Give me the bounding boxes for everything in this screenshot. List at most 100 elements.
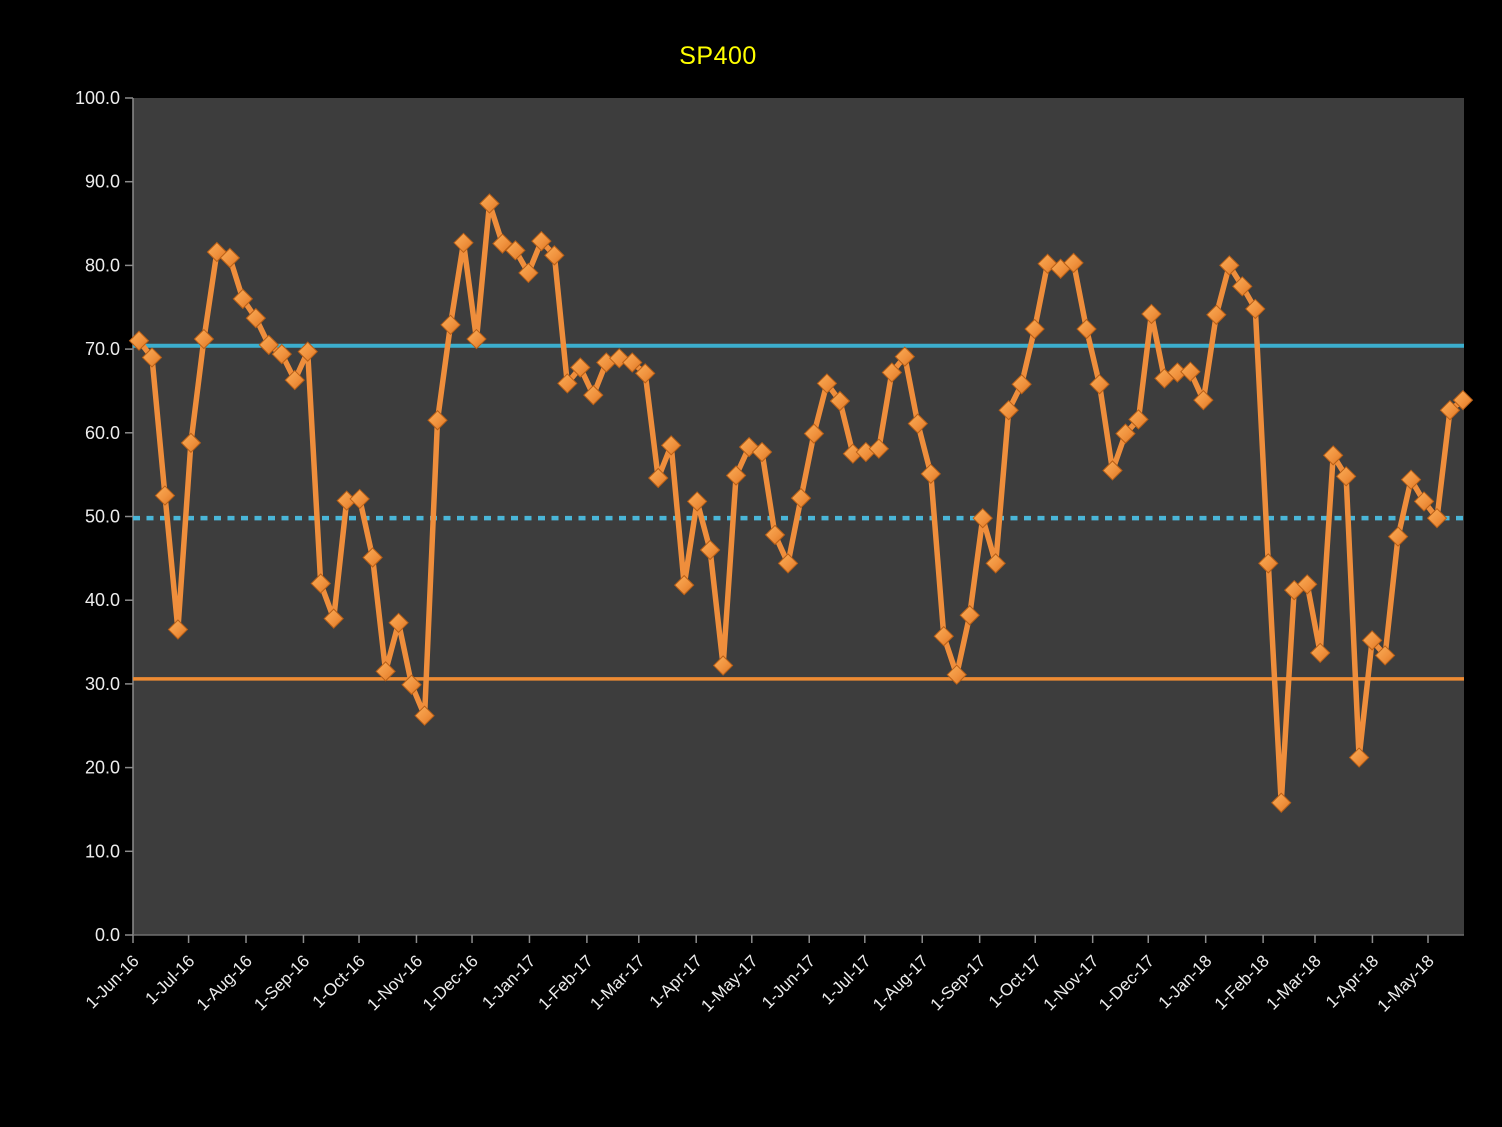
y-axis-tick-label: 50.0: [85, 507, 120, 527]
data-point-marker: [284, 369, 305, 391]
data-point-marker: [920, 463, 941, 485]
x-axis-tick-label: 1-Feb-18: [1211, 951, 1273, 1013]
data-point-marker: [803, 423, 825, 444]
x-axis-tick-label: 1-Jan-17: [478, 951, 539, 1012]
data-point-marker: [362, 547, 383, 568]
x-axis-tick-label: 1-Jul-17: [818, 951, 875, 1008]
x-axis-tick-label: 1-Jul-16: [142, 951, 199, 1008]
y-axis-tick-label: 70.0: [85, 339, 120, 359]
data-point-marker: [1387, 526, 1409, 547]
data-point-marker: [1115, 423, 1136, 444]
y-axis-tick-label: 90.0: [85, 172, 120, 192]
data-point-marker: [518, 262, 539, 284]
x-axis-tick-label: 1-Dec-16: [419, 951, 482, 1014]
data-point-marker: [790, 487, 812, 509]
chart-title: SP400: [679, 42, 757, 70]
x-axis-tick-label: 1-Aug-16: [193, 951, 256, 1014]
data-point-marker: [751, 441, 773, 463]
data-point-marker: [180, 432, 202, 454]
data-point-marker: [1089, 374, 1110, 395]
data-point-marker: [1439, 399, 1461, 421]
data-point-marker: [297, 341, 318, 362]
x-axis-tick-label: 1-Dec-17: [1095, 951, 1158, 1014]
x-axis-tick-label: 1-Aug-17: [869, 951, 932, 1014]
data-point-marker: [881, 362, 903, 383]
data-point-marker: [1413, 491, 1435, 512]
y-axis-tick-label: 10.0: [85, 841, 120, 861]
data-point-marker: [167, 619, 189, 640]
data-point-marker: [401, 674, 422, 695]
data-point-marker: [141, 347, 163, 368]
data-point-marker: [1219, 255, 1240, 276]
data-point-marker: [310, 573, 331, 594]
data-point-marker: [323, 608, 344, 629]
data-point-marker: [972, 507, 993, 529]
x-axis-tick-label: 1-May-18: [1374, 951, 1438, 1015]
x-axis-tick-label: 1-May-17: [697, 951, 761, 1015]
data-point-marker: [1296, 574, 1318, 595]
data-point-marker: [777, 553, 799, 574]
data-point-marker: [544, 245, 565, 266]
data-point-marker: [686, 491, 708, 512]
data-point-marker: [1206, 304, 1227, 325]
data-point-marker: [505, 240, 526, 261]
y-axis-tick-label: 30.0: [85, 674, 120, 694]
data-point-marker: [349, 488, 370, 510]
data-point-marker: [1063, 252, 1084, 274]
data-point-marker: [531, 230, 552, 252]
data-point-marker: [660, 435, 682, 456]
data-point-marker: [479, 193, 500, 214]
data-point-marker: [466, 328, 487, 350]
y-axis-tick-label: 100.0: [75, 88, 120, 108]
data-point-marker: [1193, 389, 1214, 411]
data-point-marker: [1128, 409, 1149, 430]
data-point-marker: [193, 328, 215, 350]
data-point-marker: [1024, 318, 1045, 340]
data-point-marker: [414, 705, 435, 726]
data-point-marker: [959, 605, 980, 626]
data-point-marker: [764, 524, 786, 546]
x-axis-tick-label: 1-Jun-17: [758, 951, 819, 1012]
data-point-marker: [816, 373, 838, 394]
data-point-marker: [725, 465, 747, 486]
data-point-marker: [985, 553, 1006, 574]
data-point-marker: [557, 373, 578, 394]
data-point-marker: [232, 288, 254, 310]
x-axis-tick-label: 1-Mar-17: [586, 951, 648, 1013]
y-axis-tick-label: 80.0: [85, 255, 120, 275]
data-point-marker: [635, 363, 656, 384]
data-point-marker: [1426, 507, 1448, 529]
data-point-marker: [1271, 792, 1292, 813]
data-point-marker: [1374, 645, 1396, 666]
data-point-marker: [998, 399, 1019, 421]
data-point-marker: [375, 661, 396, 682]
data-point-marker: [388, 612, 409, 634]
data-point-marker: [1361, 630, 1383, 651]
data-point-marker: [946, 664, 967, 685]
x-axis-tick-label: 1-Nov-17: [1040, 951, 1103, 1014]
data-point-marker: [1322, 445, 1344, 466]
data-point-marker: [570, 357, 591, 378]
data-point-marker: [154, 485, 176, 506]
data-point-marker: [583, 384, 604, 406]
x-axis-tick-label: 1-Jan-18: [1155, 951, 1216, 1012]
data-point-marker: [219, 247, 241, 269]
data-point-marker: [1348, 747, 1370, 768]
y-axis-tick-label: 40.0: [85, 590, 120, 610]
data-point-marker: [622, 352, 643, 373]
x-axis-tick-label: 1-Oct-16: [309, 951, 369, 1011]
data-point-marker: [245, 307, 267, 329]
data-point-marker: [1141, 303, 1162, 325]
data-point-marker: [712, 655, 734, 676]
x-axis-tick-label: 1-Oct-17: [985, 951, 1045, 1011]
data-point-marker: [907, 413, 929, 434]
x-axis-tick-label: 1-Sep-16: [250, 951, 313, 1014]
data-point-marker: [1245, 298, 1266, 320]
data-point-marker: [271, 343, 292, 365]
data-point-marker: [453, 232, 474, 254]
data-point-marker: [894, 346, 916, 367]
y-axis-tick-label: 20.0: [85, 758, 120, 778]
data-point-marker: [673, 574, 695, 596]
data-point-marker: [1180, 361, 1201, 382]
